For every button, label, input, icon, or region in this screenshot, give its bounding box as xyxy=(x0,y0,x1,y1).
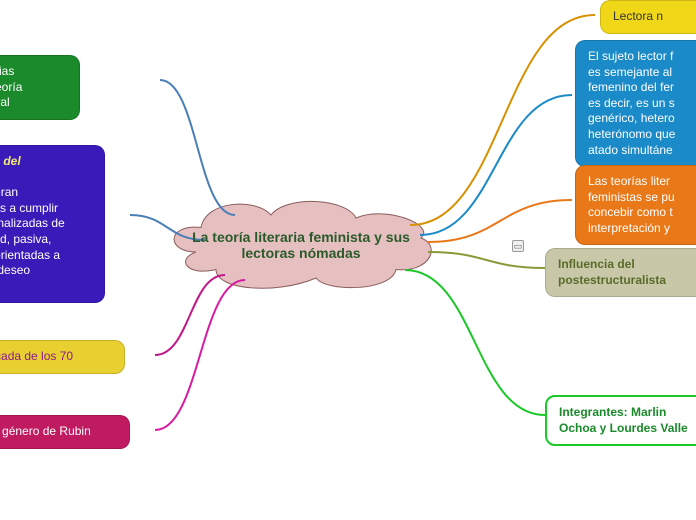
node-lectora[interactable]: Lectora n xyxy=(600,0,696,34)
node-line: as literarias xyxy=(0,64,67,80)
node-line: genérico, hetero xyxy=(588,111,696,127)
node-postestructuralista[interactable]: Influencia delpostestructuralista xyxy=(545,248,696,297)
node-line: ujeres eran xyxy=(0,185,92,201)
node-line: El sujeto lector f xyxy=(588,49,696,65)
node-line: concebir como t xyxy=(588,205,696,221)
node-line: acer el deseo xyxy=(0,263,92,279)
node-line: nda ola del xyxy=(0,154,92,170)
node-sexo-genero[interactable]: Sexo/ género de Rubin xyxy=(0,415,130,449)
node-line: heterónomo que xyxy=(588,127,696,143)
node-teorias-generales[interactable]: as literariasnistas- teoríaria general xyxy=(0,55,80,120)
node-line: as internalizadas de xyxy=(0,216,92,232)
node-line: Las teorías liter xyxy=(588,174,696,190)
central-node[interactable]: La teoría literaria feminista y sus lect… xyxy=(176,210,426,280)
node-line: Lectora n xyxy=(613,9,696,25)
node-line: cionadas a cumplir xyxy=(0,201,92,217)
node-sujeto-lector[interactable]: El sujeto lector fes semejante alfemenin… xyxy=(575,40,696,167)
collapse-icon[interactable]: ▭ xyxy=(512,240,524,252)
node-line: nismo xyxy=(0,170,92,186)
node-line: diente orientadas a xyxy=(0,248,92,264)
node-line: es decir, es un s xyxy=(588,96,696,112)
node-line: nistas- teoría xyxy=(0,80,67,96)
node-line: Integrantes: Marlin xyxy=(559,405,696,421)
node-line: feministas se pu xyxy=(588,190,696,206)
node-line: es semejante al xyxy=(588,65,696,81)
node-line: ulino. xyxy=(0,279,92,295)
node-line: eminidad, pasiva, xyxy=(0,232,92,248)
node-line: Ochoa y Lourdes Valle xyxy=(559,421,696,437)
node-line: atado simultáne xyxy=(588,143,696,159)
node-line: Sexo/ género de Rubin xyxy=(0,424,117,440)
node-line: postestructuralista xyxy=(558,273,696,289)
node-line: les década de los 70 xyxy=(0,349,112,365)
node-line: Influencia del xyxy=(558,257,696,273)
node-line: ria general xyxy=(0,95,67,111)
node-line: femenino del fer xyxy=(588,80,696,96)
node-teorias-interpretacion[interactable]: Las teorías literfeministas se puconcebi… xyxy=(575,165,696,245)
node-integrantes[interactable]: Integrantes: MarlinOchoa y Lourdes Valle xyxy=(545,395,696,446)
node-line: interpretación y xyxy=(588,221,696,237)
central-label: La teoría literaria feminista y sus lect… xyxy=(176,229,426,261)
node-finales-70[interactable]: les década de los 70 xyxy=(0,340,125,374)
node-segunda-ola[interactable]: nda ola delnismoujeres erancionadas a cu… xyxy=(0,145,105,303)
